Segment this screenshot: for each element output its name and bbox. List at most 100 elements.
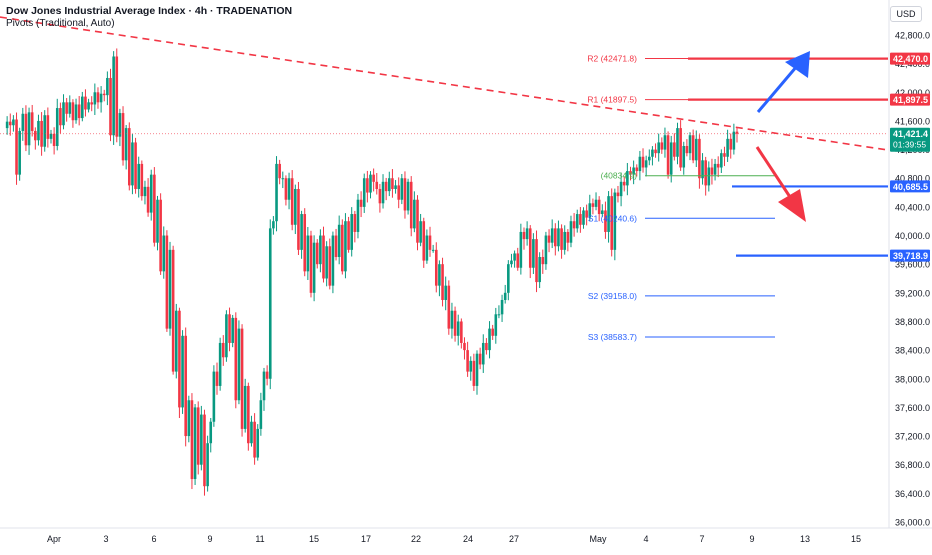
candle-body[interactable]	[466, 350, 469, 372]
candle-body[interactable]	[588, 203, 592, 218]
candle-body[interactable]	[698, 138, 701, 179]
candle-body[interactable]	[319, 235, 322, 265]
candle-body[interactable]	[572, 221, 576, 229]
candle-body[interactable]	[143, 186, 147, 197]
candle-body[interactable]	[622, 181, 626, 186]
candle-body[interactable]	[544, 235, 548, 265]
candle-body[interactable]	[463, 342, 466, 351]
candle-body[interactable]	[131, 142, 134, 186]
candle-body[interactable]	[15, 119, 18, 175]
candle-body[interactable]	[460, 321, 463, 343]
candle-body[interactable]	[27, 112, 31, 146]
candle-body[interactable]	[601, 210, 604, 215]
candle-body[interactable]	[37, 120, 40, 141]
candle-body[interactable]	[416, 199, 419, 243]
candle-body[interactable]	[87, 102, 90, 110]
candle-body[interactable]	[196, 407, 200, 465]
candle-body[interactable]	[193, 407, 197, 480]
candle-body[interactable]	[610, 196, 614, 250]
candle-body[interactable]	[12, 119, 15, 126]
candle-body[interactable]	[187, 400, 191, 437]
candle-body[interactable]	[331, 235, 335, 286]
candle-body[interactable]	[503, 292, 507, 300]
candle-body[interactable]	[362, 178, 366, 207]
candle-body[interactable]	[723, 153, 726, 157]
candle-body[interactable]	[485, 342, 488, 351]
candle-body[interactable]	[532, 239, 535, 268]
candle-body[interactable]	[419, 221, 422, 243]
candle-body[interactable]	[384, 181, 388, 192]
candle-body[interactable]	[497, 314, 501, 316]
candle-body[interactable]	[478, 353, 482, 365]
candle-body[interactable]	[691, 135, 695, 161]
candle-body[interactable]	[259, 400, 263, 429]
candle-body[interactable]	[359, 199, 363, 207]
candle-body[interactable]	[162, 235, 166, 272]
candle-body[interactable]	[629, 171, 632, 175]
candle-body[interactable]	[550, 228, 554, 243]
candle-body[interactable]	[453, 310, 457, 336]
candle-body[interactable]	[716, 163, 720, 168]
candle-body[interactable]	[190, 400, 194, 480]
candle-body[interactable]	[284, 178, 288, 200]
candle-body[interactable]	[682, 146, 686, 168]
candle-body[interactable]	[381, 181, 385, 204]
candle-body[interactable]	[350, 214, 354, 250]
candle-body[interactable]	[428, 235, 432, 250]
candle-body[interactable]	[732, 131, 736, 150]
candle-body[interactable]	[328, 246, 332, 286]
candle-body[interactable]	[134, 142, 137, 189]
candle-body[interactable]	[178, 310, 181, 408]
candle-body[interactable]	[118, 113, 122, 137]
candle-body[interactable]	[582, 210, 585, 225]
candle-body[interactable]	[315, 242, 319, 265]
candle-body[interactable]	[673, 142, 676, 157]
candle-body[interactable]	[68, 102, 72, 114]
candle-body[interactable]	[234, 317, 238, 401]
candle-body[interactable]	[519, 231, 523, 268]
candle-body[interactable]	[425, 235, 429, 261]
candle-body[interactable]	[356, 199, 360, 232]
candle-body[interactable]	[597, 199, 601, 215]
candle-body[interactable]	[300, 214, 303, 250]
candle-body[interactable]	[660, 142, 664, 150]
candle-body[interactable]	[413, 199, 416, 229]
candle-body[interactable]	[726, 138, 729, 157]
candle-body[interactable]	[688, 135, 692, 154]
candle-body[interactable]	[528, 228, 532, 268]
candle-body[interactable]	[585, 210, 588, 218]
candle-body[interactable]	[268, 228, 272, 379]
candle-body[interactable]	[115, 56, 119, 137]
candle-body[interactable]	[438, 264, 441, 286]
candle-body[interactable]	[557, 228, 560, 247]
candle-body[interactable]	[228, 314, 231, 343]
candle-body[interactable]	[265, 371, 269, 379]
candle-body[interactable]	[240, 328, 244, 429]
candle-body[interactable]	[538, 257, 541, 283]
candle-body[interactable]	[666, 135, 670, 175]
candle-body[interactable]	[713, 163, 717, 175]
candle-body[interactable]	[312, 242, 316, 293]
candle-body[interactable]	[40, 120, 43, 147]
candle-body[interactable]	[215, 371, 219, 386]
candle-body[interactable]	[127, 128, 131, 186]
candle-body[interactable]	[62, 102, 65, 126]
candle-body[interactable]	[707, 167, 711, 186]
candle-body[interactable]	[55, 108, 59, 147]
candle-body[interactable]	[18, 130, 21, 175]
candle-body[interactable]	[676, 128, 679, 157]
candle-body[interactable]	[306, 235, 310, 272]
candle-body[interactable]	[641, 156, 645, 168]
candle-body[interactable]	[397, 185, 400, 200]
candle-body[interactable]	[494, 314, 498, 336]
candle-body[interactable]	[569, 221, 573, 243]
candle-body[interactable]	[49, 133, 53, 139]
candle-body[interactable]	[704, 160, 707, 186]
candle-body[interactable]	[441, 264, 444, 300]
candle-body[interactable]	[507, 264, 510, 293]
candle-body[interactable]	[96, 92, 100, 103]
candle-body[interactable]	[106, 77, 109, 96]
candle-body[interactable]	[647, 156, 651, 161]
candle-body[interactable]	[391, 178, 394, 189]
candle-body[interactable]	[387, 178, 391, 192]
